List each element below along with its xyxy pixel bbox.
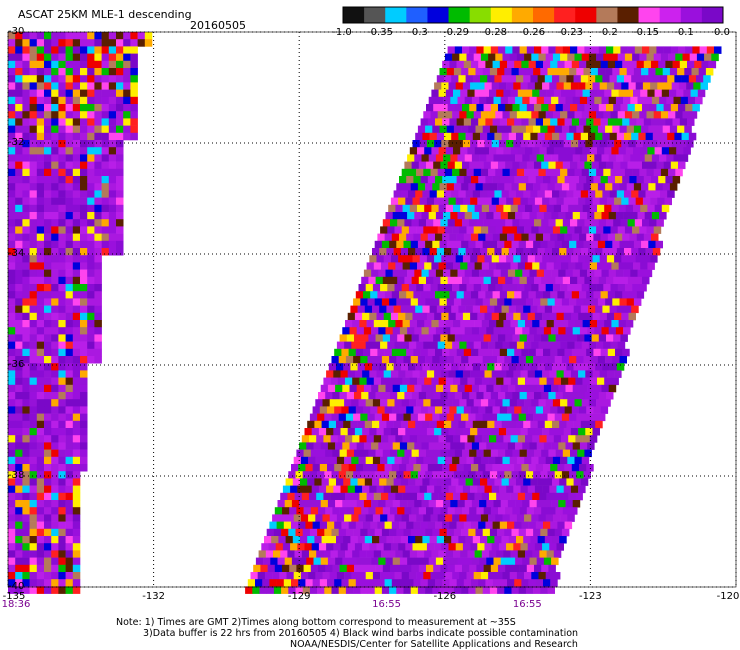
colorbar-swatch bbox=[638, 7, 661, 23]
colorbar-swatch bbox=[680, 7, 703, 23]
colorbar-swatch bbox=[427, 7, 450, 23]
colorbar-label: -0.23 bbox=[557, 27, 583, 38]
note-line-3: NOAA/NESDIS/Center for Satellite Applica… bbox=[290, 639, 578, 650]
swath-cells bbox=[8, 32, 722, 594]
colorbar-swatch bbox=[575, 7, 597, 23]
colorbar-label: 0.0 bbox=[714, 27, 730, 38]
colorbar-swatch bbox=[406, 7, 428, 23]
latitude-label: -32 bbox=[8, 137, 25, 148]
note-line-1: Note: 1) Times are GMT 2)Times along bot… bbox=[116, 617, 516, 628]
longitude-label: -135 bbox=[2, 591, 26, 602]
latitude-label: -40 bbox=[8, 581, 25, 592]
colorbar-label: -1.0 bbox=[332, 27, 352, 38]
colorbar-swatch bbox=[659, 7, 682, 23]
latitude-label: -30 bbox=[8, 26, 25, 37]
longitude-label: -120 bbox=[716, 591, 740, 602]
colorbar-label: -0.15 bbox=[633, 27, 659, 38]
longitude-label: -129 bbox=[287, 591, 311, 602]
longitude-label: -132 bbox=[142, 591, 165, 602]
latitude-label: -38 bbox=[8, 470, 25, 481]
time-label: 18:36 bbox=[1, 599, 31, 610]
chart-title: ASCAT 25KM MLE-1 descending bbox=[18, 8, 192, 21]
colorbar-swatch bbox=[343, 7, 365, 23]
note-line-2: 3)Data buffer is 22 hrs from 20160505 4)… bbox=[143, 628, 579, 639]
colorbar-swatch bbox=[596, 7, 618, 23]
colorbar-swatch bbox=[364, 7, 386, 23]
colorbar-swatch bbox=[385, 7, 407, 23]
longitude-label: -126 bbox=[433, 591, 457, 602]
colorbar-swatch bbox=[533, 7, 555, 23]
colorbar-label: -0.3 bbox=[408, 27, 428, 38]
chart-date: 20160505 bbox=[190, 19, 246, 32]
colorbar-swatch bbox=[617, 7, 640, 23]
colorbar-label: -0.28 bbox=[481, 27, 507, 38]
time-label: 16:55 bbox=[512, 599, 542, 610]
time-label: 16:55 bbox=[372, 599, 401, 610]
colorbar-swatch bbox=[490, 7, 513, 23]
colorbar-swatch bbox=[448, 7, 471, 23]
latitude-label: -34 bbox=[8, 248, 25, 259]
latitude-label: -36 bbox=[8, 359, 25, 370]
colorbar-swatch bbox=[554, 7, 576, 23]
longitude-label: -123 bbox=[579, 591, 602, 602]
colorbar-swatch bbox=[511, 7, 534, 23]
colorbar-swatch bbox=[469, 7, 492, 23]
colorbar-swatch bbox=[701, 7, 724, 23]
colorbar bbox=[342, 6, 724, 24]
